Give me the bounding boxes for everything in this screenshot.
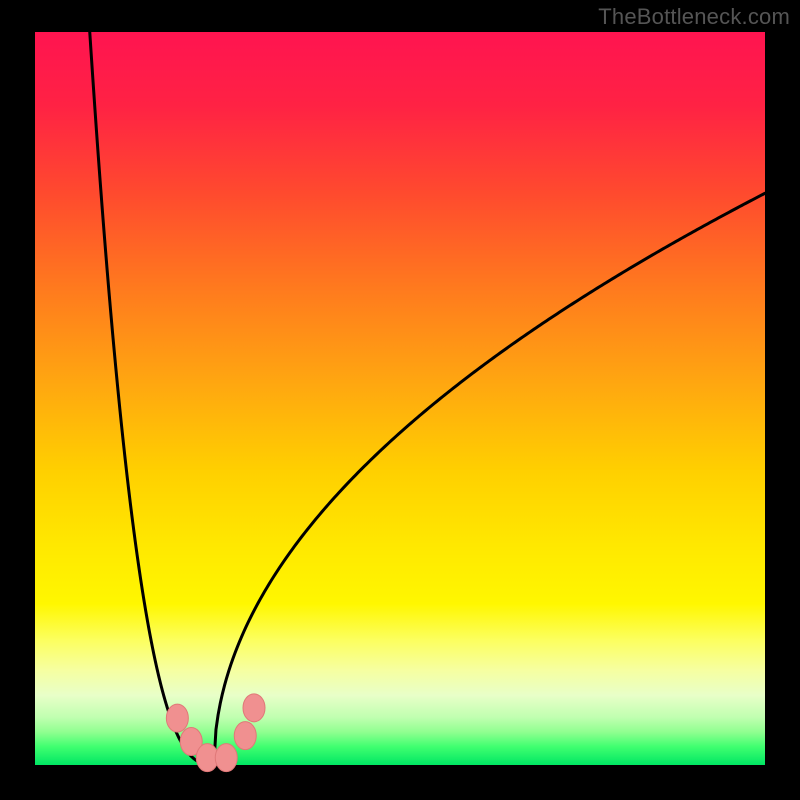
watermark-text: TheBottleneck.com [598,4,790,30]
curve-marker [215,744,237,772]
curve-marker [243,694,265,722]
plot-background [35,32,765,765]
curve-marker [166,704,188,732]
chart-container: TheBottleneck.com [0,0,800,800]
bottleneck-chart [0,0,800,800]
curve-marker [234,722,256,750]
